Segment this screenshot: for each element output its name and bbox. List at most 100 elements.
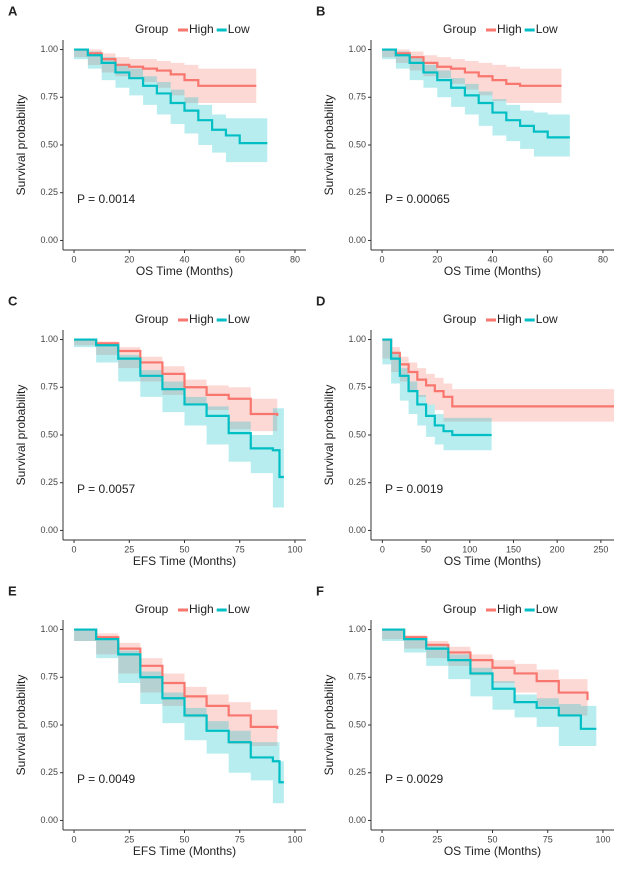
x-tick-label: 100	[595, 834, 610, 844]
y-axis-label: Survival probability	[14, 675, 28, 776]
x-tick-label: 75	[235, 544, 245, 554]
y-tick-label: 0.25	[348, 477, 366, 487]
legend-label: Low	[228, 602, 250, 616]
x-axis-label: OS Time (Months)	[444, 264, 541, 278]
confidence-band	[74, 629, 284, 804]
panel: D Group High Low 0.00 0.25 0.50 0.75 1.00 0 50 100 1…	[316, 293, 614, 568]
x-tick-label: 20	[124, 254, 134, 264]
legend-label: High	[189, 602, 214, 616]
y-tick-label: 0.75	[40, 382, 58, 392]
x-tick-label: 0	[380, 254, 385, 264]
x-tick-label: 50	[421, 544, 431, 554]
survival-curve	[74, 628, 284, 784]
survival-curve	[74, 338, 284, 479]
confidence-band	[74, 629, 278, 746]
survival-curve	[74, 628, 279, 729]
y-tick-label: 0.00	[348, 235, 366, 245]
x-tick-label: 100	[462, 544, 477, 554]
legend-title: Group	[135, 602, 169, 616]
legend-label: High	[497, 22, 522, 36]
confidence-band	[382, 629, 597, 746]
survival-curve	[382, 48, 570, 139]
y-tick-label: 0.50	[348, 719, 366, 729]
y-axis-label: Survival probability	[322, 95, 336, 196]
x-tick-label: 75	[235, 834, 245, 844]
confidence-band	[382, 49, 570, 157]
x-tick-label: 75	[543, 834, 553, 844]
legend-title: Group	[135, 312, 169, 326]
x-tick-label: 0	[72, 544, 77, 554]
panel: E Group High Low 0.00 0.25 0.50 0.75 1.00 0 25 50 75…	[8, 583, 306, 858]
y-tick-label: 1.00	[348, 44, 366, 54]
p-value: P = 0.0014	[77, 192, 135, 206]
confidence-band	[74, 339, 278, 432]
x-tick-label: 150	[506, 544, 521, 554]
x-tick-label: 20	[432, 254, 442, 264]
y-tick-label: 0.75	[348, 92, 366, 102]
panel-label: D	[316, 293, 325, 308]
x-tick-label: 60	[235, 254, 245, 264]
survival-curve	[74, 338, 279, 416]
y-axis-label: Survival probability	[322, 385, 336, 486]
x-axis-label: EFS Time (Months)	[133, 844, 236, 858]
x-tick-label: 0	[72, 834, 77, 844]
x-tick-label: 50	[179, 834, 189, 844]
y-tick-label: 1.00	[40, 44, 58, 54]
x-axis-label: OS Time (Months)	[444, 554, 541, 568]
y-tick-label: 0.25	[40, 477, 58, 487]
y-tick-label: 0.50	[348, 429, 366, 439]
x-tick-label: 80	[598, 254, 608, 264]
x-axis-label: EFS Time (Months)	[133, 554, 236, 568]
y-tick-label: 0.00	[40, 525, 58, 535]
legend-label: Low	[536, 22, 558, 36]
x-tick-label: 200	[550, 544, 565, 554]
p-value: P = 0.0057	[77, 482, 135, 496]
x-tick-label: 40	[487, 254, 497, 264]
y-tick-label: 0.50	[40, 719, 58, 729]
legend-label: High	[497, 312, 522, 326]
x-tick-label: 0	[72, 254, 77, 264]
panel: B Group High Low 0.00 0.25 0.50 0.75 1.00 0 20 40 60…	[316, 3, 614, 278]
y-tick-label: 0.25	[40, 767, 58, 777]
x-tick-label: 25	[124, 544, 134, 554]
legend-label: Low	[536, 312, 558, 326]
p-value: P = 0.0049	[77, 772, 135, 786]
survival-curve	[74, 48, 268, 145]
y-tick-label: 0.50	[348, 139, 366, 149]
y-axis-label: Survival probability	[14, 385, 28, 486]
y-tick-label: 0.50	[40, 139, 58, 149]
legend-label: High	[189, 22, 214, 36]
y-tick-label: 1.00	[40, 334, 58, 344]
x-tick-label: 0	[380, 834, 385, 844]
x-tick-label: 100	[287, 834, 302, 844]
survival-curve	[382, 338, 614, 408]
panel-label: F	[316, 583, 324, 598]
y-axis-label: Survival probability	[14, 95, 28, 196]
x-tick-label: 50	[487, 834, 497, 844]
y-tick-label: 0.00	[348, 525, 366, 535]
y-tick-label: 0.75	[348, 382, 366, 392]
legend-label: Low	[228, 312, 250, 326]
panel-label: A	[8, 3, 18, 18]
x-tick-label: 250	[593, 544, 608, 554]
legend-label: Low	[536, 602, 558, 616]
x-axis-label: OS Time (Months)	[136, 264, 233, 278]
confidence-band	[74, 49, 268, 163]
y-tick-label: 0.75	[348, 672, 366, 682]
y-tick-label: 0.75	[40, 92, 58, 102]
confidence-band	[74, 49, 257, 103]
y-tick-label: 1.00	[348, 624, 366, 634]
survival-curve	[382, 628, 597, 730]
legend-label: High	[189, 312, 214, 326]
legend-title: Group	[135, 22, 169, 36]
y-tick-label: 0.00	[40, 815, 58, 825]
confidence-band	[382, 339, 614, 422]
x-axis-label: OS Time (Months)	[444, 844, 541, 858]
p-value: P = 0.0019	[385, 482, 443, 496]
x-tick-label: 25	[124, 834, 134, 844]
survival-curve	[382, 628, 589, 701]
y-tick-label: 0.25	[348, 767, 366, 777]
panel: A Group High Low 0.00 0.25 0.50 0.75 1.00 0 20 40 60…	[8, 3, 306, 278]
confidence-band	[74, 339, 284, 508]
